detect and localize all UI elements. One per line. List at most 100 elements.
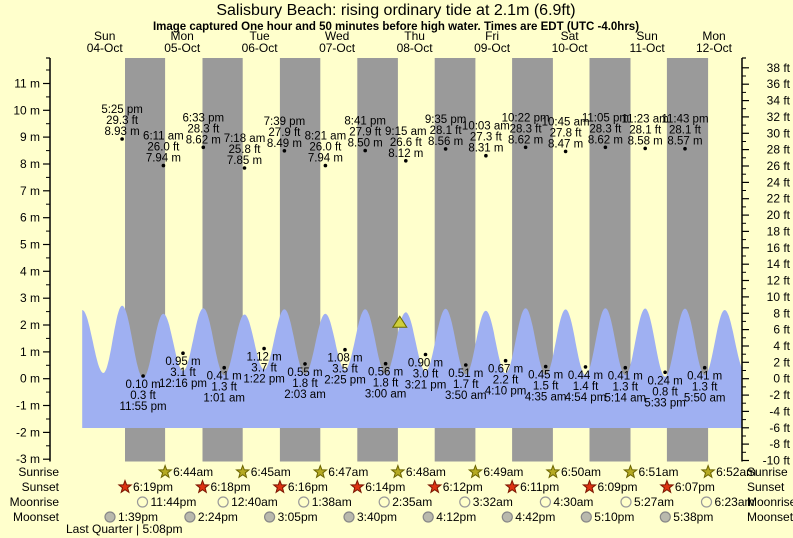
tide-height-m-label: 0.44 m — [568, 370, 603, 382]
moonset-circle-icon — [659, 511, 671, 523]
tide-height-m-label: 8.47 m — [548, 138, 583, 150]
sunset-star-icon — [349, 479, 365, 494]
tide-time-label: 5:25 pm — [101, 104, 143, 116]
axis-tick-label: 1 m — [20, 345, 40, 359]
tide-time-label: 5:50 am — [684, 393, 726, 405]
axis-tick-label: 26 ft — [767, 159, 791, 173]
axis-tick-label: 8 ft — [773, 306, 790, 320]
axis-tick-label: 7 m — [20, 184, 40, 198]
chart-title: Salisbury Beach: rising ordinary tide at… — [216, 2, 575, 19]
tide-point-dot — [563, 149, 568, 154]
moonset-time: 5:10pm — [594, 510, 634, 524]
tide-height-m-label: 8.62 m — [508, 134, 543, 146]
tide-time-label: 6:11 am — [143, 131, 184, 143]
sunrise-star-icon — [235, 464, 251, 479]
tide-height-m-label: 7.94 m — [146, 153, 181, 165]
tide-time-label: 6:33 pm — [183, 112, 225, 124]
tide-point-dot — [623, 365, 628, 370]
day-date-label: 05-Oct — [164, 41, 201, 55]
sunset-time: 6:12pm — [443, 480, 483, 494]
low-tide-annotation: 0.67 m2.2 ft4:10 pm — [485, 358, 527, 398]
tide-curve-group — [82, 305, 742, 428]
sunrise-time: 6:44am — [173, 465, 213, 479]
sunrise-star-icon — [312, 464, 328, 479]
axis-tick-label: 2 ft — [773, 355, 790, 369]
moonrise-row-label-left: Moonrise — [10, 495, 60, 509]
tide-height-ft-label: 28.3 ft — [187, 123, 220, 135]
tide-height-ft-label: 3.1 ft — [170, 367, 196, 379]
day-name-label: Sun — [636, 29, 657, 43]
tide-time-label: 4:35 am — [525, 392, 567, 404]
day-date-label: 10-Oct — [552, 41, 589, 55]
tide-point-dot — [663, 370, 667, 375]
tide-time-label: 11:55 pm — [120, 401, 167, 413]
tide-height-m-label: 8.49 m — [267, 138, 302, 150]
tide-point-dot — [683, 146, 687, 151]
tide-point-dot — [181, 351, 185, 356]
sunrise-time: 6:51am — [639, 465, 679, 479]
tide-time-label: 4:10 pm — [485, 386, 527, 398]
tide-height-ft-label: 1.8 ft — [373, 378, 399, 390]
moonrise-circle-icon — [136, 496, 149, 508]
moonrise-circle-icon — [378, 496, 390, 508]
tide-height-ft-label: 28.1 ft — [430, 125, 463, 137]
axis-tick-label: 22 ft — [767, 192, 791, 206]
moonset-circle-icon — [343, 511, 355, 523]
tide-time-label: 12:16 pm — [159, 378, 207, 390]
tide-time-label: 10:45 am — [542, 116, 590, 128]
sunset-star-icon — [117, 479, 133, 494]
axis-tick-label: 34 ft — [767, 94, 791, 108]
tide-time-label: 7:18 am — [224, 133, 266, 145]
axis-tick-label: 38 ft — [767, 61, 791, 75]
sunset-star-icon — [581, 479, 598, 494]
tide-height-ft-label: 28.1 ft — [669, 125, 702, 137]
moonset-circle-icon — [422, 511, 434, 523]
moonset-time: 3:05pm — [278, 510, 318, 524]
axis-tick-label: -8 ft — [769, 437, 790, 451]
sunrise-star-icon — [700, 464, 716, 479]
moonset-circle-icon — [501, 511, 513, 523]
tide-height-ft-label: 1.7 ft — [453, 379, 479, 391]
tide-height-ft-label: 1.3 ft — [692, 382, 718, 394]
axis-tick-label: -2 m — [16, 425, 40, 439]
moonrise-circle-icon — [298, 496, 310, 508]
sunrise-time: 6:52am — [716, 465, 756, 479]
axis-tick-label: -10 ft — [763, 454, 791, 468]
tide-time-label: 5:33 pm — [644, 397, 686, 409]
moonset-row-label-left: Moonset — [13, 510, 60, 524]
tide-time-label: 5:14 am — [605, 393, 647, 405]
moonset-circle-icon — [184, 511, 196, 523]
axis-tick-label: 8 m — [20, 157, 40, 171]
axis-tick-label: 28 ft — [767, 143, 791, 157]
tide-time-label: 7:39 pm — [264, 116, 306, 128]
low-tide-annotation: 0.45 m1.5 ft4:35 am — [525, 364, 567, 404]
tide-point-dot — [443, 147, 448, 151]
low-tide-annotation: 0.41 m1.3 ft1:01 am — [203, 365, 245, 405]
tide-height-m-label: 8.62 m — [186, 134, 221, 146]
moonset-time: 3:40pm — [357, 510, 397, 524]
tide-time-label: 8:41 pm — [344, 116, 386, 128]
tide-point-dot — [423, 352, 428, 357]
low-tide-annotation: 0.55 m1.8 ft2:03 am — [284, 362, 326, 401]
moonset-circle-icon — [104, 511, 116, 523]
day-date-label: 12-Oct — [696, 41, 733, 55]
axis-tick-label: -2 ft — [769, 388, 790, 402]
sunrise-time: 6:48am — [406, 465, 446, 479]
tide-height-m-label: 0.95 m — [165, 356, 200, 368]
moonrise-time: 2:35am — [392, 495, 432, 509]
tide-height-m-label: 8.50 m — [348, 138, 383, 150]
tide-height-ft-label: 27.9 ft — [268, 127, 301, 139]
tide-point-dot — [404, 159, 408, 163]
sunset-time: 6:14pm — [365, 480, 405, 494]
tide-height-ft-label: 26.0 ft — [309, 142, 342, 154]
tide-point-dot — [303, 362, 307, 366]
tide-point-dot — [242, 166, 247, 170]
axis-tick-label: 30 ft — [767, 126, 791, 140]
day-date-label: 08-Oct — [397, 41, 434, 55]
